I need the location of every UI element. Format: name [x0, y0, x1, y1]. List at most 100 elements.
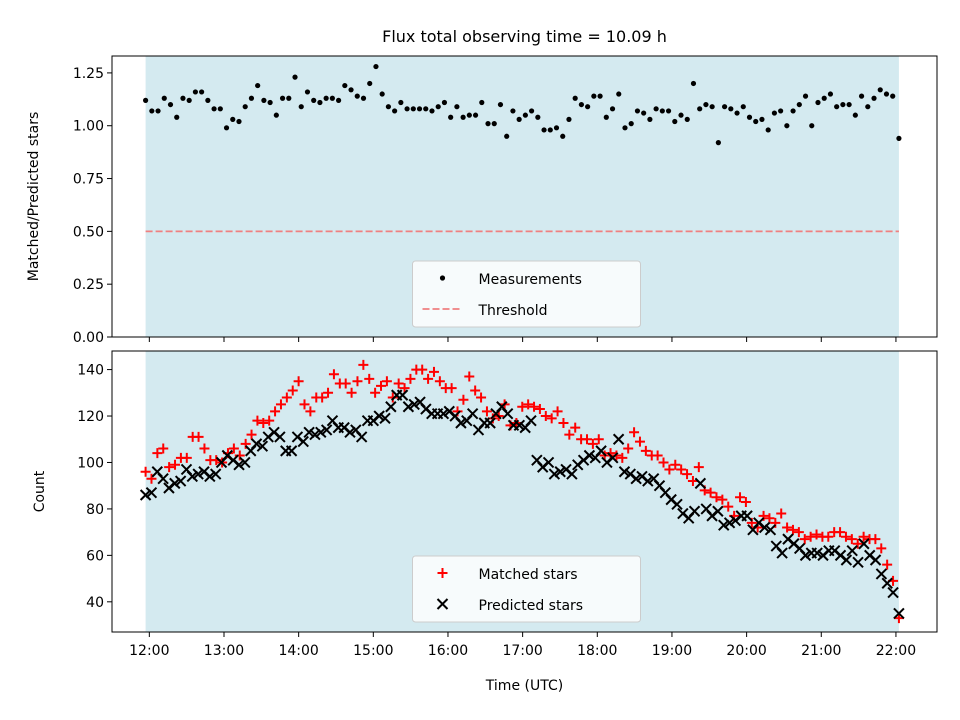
measurement-point	[871, 95, 877, 101]
predicted-star-point	[402, 401, 415, 413]
predicted-star-point	[379, 412, 391, 425]
matched-star-point	[570, 422, 581, 433]
matched-star-point	[481, 406, 492, 417]
predicted-star-point	[852, 556, 864, 569]
matched-star-point	[693, 462, 704, 473]
y-tick-label: 1.25	[73, 66, 104, 82]
measurement-point	[796, 101, 802, 108]
predicted-star-point	[554, 466, 566, 478]
measurement-point	[815, 99, 821, 106]
matched-star-point	[764, 513, 775, 524]
chart-title: Flux total observing time = 10.09 h	[382, 27, 667, 46]
measurement-point	[560, 133, 566, 139]
matched-star-point	[852, 538, 863, 549]
predicted-star-point	[373, 410, 385, 422]
measurement-points	[142, 63, 902, 146]
measurement-point	[591, 93, 597, 99]
measurement-point	[404, 106, 410, 112]
matched-star-point	[658, 457, 669, 468]
predicted-star-point	[239, 456, 251, 469]
measurement-point	[335, 97, 342, 103]
predicted-star-point	[396, 389, 409, 401]
measurement-point	[678, 112, 684, 118]
matched-star-point	[417, 364, 428, 375]
matched-star-point	[287, 385, 298, 396]
measurement-point	[827, 91, 834, 97]
matched-star-point	[705, 487, 716, 498]
x-tick-label: 19:00	[652, 643, 692, 659]
matched-star-point	[358, 359, 369, 370]
measurement-point	[609, 106, 616, 112]
matched-star-point	[823, 531, 834, 542]
matched-star-point	[534, 404, 545, 415]
matched-star-point	[840, 531, 851, 542]
matched-star-point	[364, 373, 375, 384]
measurement-point	[690, 80, 697, 87]
matched-star-point	[587, 438, 598, 449]
predicted-star-point	[642, 475, 654, 487]
matched-star-point	[376, 380, 387, 391]
measurement-point	[883, 91, 890, 97]
matched-star-point	[687, 476, 698, 487]
measurement-point	[834, 104, 840, 110]
measurement-point	[603, 114, 609, 120]
measurement-point	[865, 104, 871, 110]
predicted-star-point	[583, 449, 596, 462]
predicted-star-point	[315, 426, 327, 438]
legend-measurements-marker	[439, 275, 446, 281]
matched-star-point	[682, 469, 693, 480]
measurement-point	[348, 87, 354, 93]
y-tick-label: 120	[77, 409, 104, 425]
measurement-point	[852, 112, 858, 118]
count-legend: Matched stars Predicted stars	[412, 555, 641, 623]
y-tick-label: 0.50	[73, 224, 104, 240]
measurement-point	[497, 101, 504, 108]
predicted-star-point	[320, 424, 333, 436]
measurement-point	[223, 125, 230, 131]
matched-star-point	[340, 378, 351, 389]
matched-star-point	[735, 492, 746, 503]
measurement-point	[454, 104, 460, 110]
legend-matched-marker	[437, 568, 448, 578]
predicted-star-point	[869, 554, 882, 566]
measurement-point	[304, 89, 311, 95]
predicted-star-point	[618, 466, 631, 478]
matched-star-point	[811, 529, 822, 540]
predicted-star-point	[799, 549, 812, 562]
predicted-star-point	[840, 554, 853, 566]
measurement-point	[217, 106, 223, 112]
predicted-star-point	[595, 445, 607, 457]
predicted-star-point	[630, 473, 642, 485]
measurement-point	[149, 108, 155, 114]
matched-star-point	[523, 399, 534, 410]
legend-x-marker	[436, 598, 449, 610]
measurement-point	[840, 101, 846, 108]
matched-star-point	[317, 392, 328, 403]
measurement-point	[765, 127, 771, 133]
time-x-ticks: 12:00 13:00 14:00 15:00 16:00 17:00 18:00 19:00…	[129, 632, 916, 659]
predicted-star-point	[303, 426, 315, 438]
x-tick-label: 21:00	[801, 643, 841, 659]
matched-star-point	[546, 413, 557, 424]
measurement-point	[728, 106, 734, 112]
matched-star-point	[158, 443, 169, 454]
predicted-star-point	[250, 438, 263, 450]
measurement-point	[715, 140, 721, 146]
matched-star-point	[387, 392, 398, 403]
matched-star-point	[740, 496, 751, 507]
predicted-star-point	[513, 419, 526, 432]
matched-star-point	[264, 415, 275, 426]
predicted-star-point	[174, 475, 187, 487]
predicted-star-point	[741, 510, 753, 522]
measurement-point	[485, 121, 491, 127]
measurement-point	[323, 95, 329, 101]
predicted-star-point	[893, 607, 905, 620]
measurement-point	[572, 95, 578, 101]
measurement-point	[759, 116, 765, 122]
measurement-point	[535, 114, 541, 120]
measurement-point	[392, 108, 398, 114]
measurement-point	[142, 97, 149, 103]
x-tick-label: 15:00	[353, 643, 393, 659]
measurement-point	[273, 112, 279, 118]
